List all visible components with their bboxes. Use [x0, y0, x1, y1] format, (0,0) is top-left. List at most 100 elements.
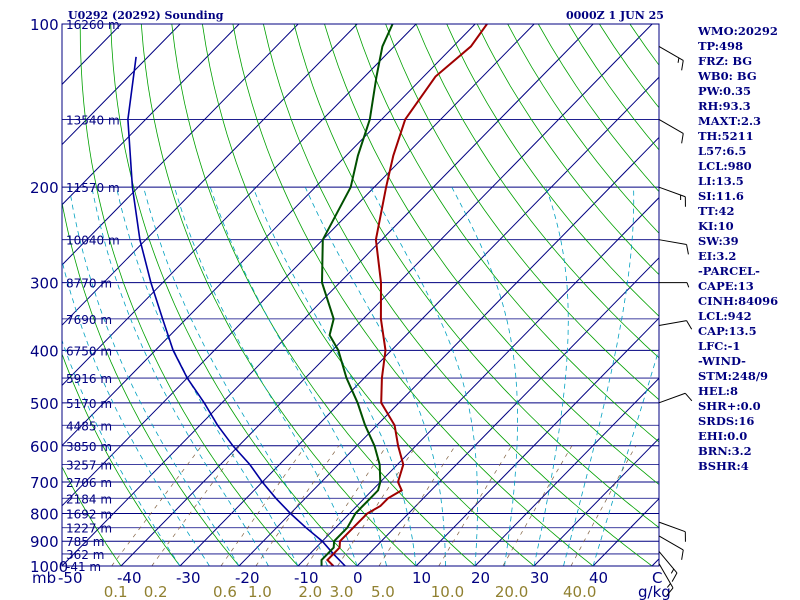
index-item: HEL:8: [698, 384, 738, 398]
wind-barb: [658, 119, 684, 144]
isotherm-line: [62, 24, 240, 206]
plot-frame: [61, 23, 660, 567]
wind-barb: [658, 535, 684, 560]
index-item: LCL:942: [698, 309, 752, 323]
moist-adiabat: [174, 187, 358, 566]
index-item: -PARCEL-: [698, 264, 760, 278]
isotherm-line: [297, 196, 659, 566]
mixing-ratio-line: [378, 445, 456, 566]
mixing-ratio-line: [570, 445, 637, 566]
dry-adiabat: [324, 24, 659, 486]
moist-adiabat: [68, 187, 240, 566]
temperature-tick-label: -40: [117, 569, 142, 587]
index-item: BRN:3.2: [698, 444, 752, 458]
pressure-tick-label: 800: [30, 505, 59, 523]
isotherm-line: [238, 136, 659, 566]
moist-adiabat: [209, 187, 387, 566]
index-item: LCL:980: [698, 159, 752, 173]
moist-adiabat: [370, 187, 478, 566]
index-item: EI:3.2: [698, 249, 737, 263]
mixing-ratio-line: [306, 445, 387, 566]
mixing-ratio-label: 2.0: [298, 583, 322, 600]
dewpoint-profile-line: [320, 24, 394, 566]
index-item: CAPE:13: [698, 279, 754, 293]
index-item: WB0: BG: [698, 69, 757, 83]
height-label: 6750 m: [66, 344, 112, 358]
isotherm-line: [62, 24, 181, 146]
temperature-tick-label: 20: [471, 569, 490, 587]
index-item: CINH:84096: [698, 294, 779, 308]
index-item: STM:248/9: [698, 369, 769, 383]
mixing-ratio-unit-label: g/kg: [638, 583, 671, 600]
dry-adiabat: [110, 24, 358, 566]
mixing-ratio-label: 5.0: [371, 583, 395, 600]
dry-adiabat: [171, 24, 476, 566]
index-item: KI:10: [698, 219, 734, 233]
dry-adiabat: [385, 24, 659, 401]
mixing-ratio-label: 1.0: [248, 583, 272, 600]
isotherm-line: [179, 76, 659, 566]
isotherm-line: [0, 24, 3, 566]
isotherm-line: [62, 24, 358, 326]
moist-adiabat: [252, 187, 417, 566]
isotherm-line: [62, 24, 417, 387]
height-label: 16260 m: [66, 18, 120, 32]
height-label: 10040 m: [66, 234, 120, 248]
index-item: LFC:-1: [698, 339, 741, 353]
wind-barb: [658, 563, 674, 596]
height-label: 8770 m: [66, 277, 112, 291]
height-label: 2706 m: [66, 476, 112, 490]
mixing-ratio-label: 0.6: [213, 583, 237, 600]
dry-adiabat: [79, 24, 299, 566]
pressure-tick-label: 700: [30, 474, 59, 492]
parcel-profile-line: [127, 56, 346, 566]
index-item: RH:93.3: [698, 99, 751, 113]
mixing-ratio-label: 0.2: [144, 583, 168, 600]
dry-adiabat: [140, 24, 417, 566]
chart-grid: [0, 24, 659, 566]
mixing-ratio-line: [502, 445, 573, 566]
pressure-tick-label: 900: [30, 533, 59, 551]
height-label: 4485 m: [66, 419, 112, 433]
temperature-tick-label: 30: [530, 569, 549, 587]
height-label: 13540 m: [66, 113, 120, 127]
mixing-ratio-line: [220, 445, 306, 566]
wind-barb: [658, 239, 689, 255]
pressure-tick-label: 300: [30, 275, 59, 293]
height-label: 362 m: [66, 548, 104, 562]
isotherm-line: [415, 317, 659, 566]
dry-adiabat: [293, 24, 659, 529]
temperature-profile-line: [325, 24, 488, 566]
isotherm-line: [62, 24, 476, 447]
index-item: -WIND-: [698, 354, 746, 368]
wind-barbs: [658, 46, 693, 596]
moist-adiabat: [62, 339, 181, 566]
index-item: SW:39: [698, 234, 739, 248]
index-item: L57:6.5: [698, 144, 747, 158]
pressure-unit-label: mb: [32, 569, 56, 587]
wind-barb: [658, 521, 686, 542]
dry-adiabat: [62, 200, 240, 566]
index-item: PW:0.35: [698, 84, 752, 98]
wind-barb: [658, 186, 686, 207]
indices-panel: WMO:20292 TP:498 FRZ: BG WB0: BG PW:0.35 RH:9…: [698, 24, 798, 474]
sounding-profiles: [127, 24, 488, 566]
dry-adiabat: [446, 24, 659, 317]
index-item: SRDS:16: [698, 414, 755, 428]
mixing-ratio-label: 10.0: [431, 583, 464, 600]
isotherm-line: [120, 24, 653, 566]
isotherm-line: [533, 437, 659, 566]
mixing-ratio-line: [151, 445, 241, 566]
dry-adiabat: [62, 465, 122, 566]
index-item: MAXT:2.3: [698, 114, 761, 128]
mixing-ratio-label: 3.0: [330, 583, 354, 600]
temperature-tick-label: -30: [176, 569, 201, 587]
dry-adiabat: [232, 24, 594, 566]
index-item: BSHR:4: [698, 459, 749, 473]
pressure-tick-label: 400: [30, 342, 59, 360]
height-label: 785 m: [66, 535, 104, 549]
mixing-ratio-label: 40.0: [563, 583, 596, 600]
moist-adiabat: [304, 187, 446, 566]
temperature-tick-label: -10: [294, 569, 319, 587]
height-label: -41 m: [66, 560, 101, 574]
